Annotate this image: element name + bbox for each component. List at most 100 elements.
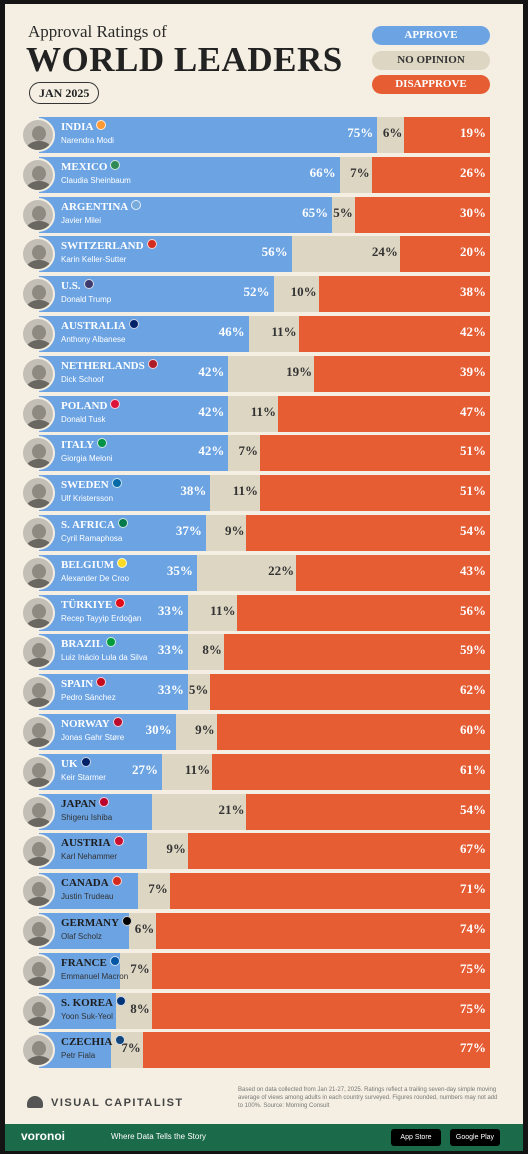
no-opinion-value: 22%	[268, 562, 295, 578]
no-opinion-bar	[205, 515, 247, 551]
flag-icon	[122, 916, 133, 926]
disapprove-value: 43%	[460, 562, 486, 578]
disapprove-value: 51%	[460, 483, 486, 499]
no-opinion-value: 5%	[333, 204, 353, 220]
no-opinion-bar	[187, 594, 238, 631]
country-row: 33% 11% 56% TÜRKIYE Recep Tayyip Erdoğan	[5, 594, 523, 631]
no-opinion-bar	[339, 156, 372, 193]
country-label: BRAZIL	[61, 638, 104, 651]
portrait-body	[26, 698, 52, 708]
portrait-body	[26, 419, 52, 429]
country-row: 17% 8% 75% S. KOREA Yoon Suk-Yeol	[5, 992, 523, 1029]
approve-value: 42%	[198, 403, 225, 419]
portrait-body	[26, 817, 52, 827]
voronoi-logo[interactable]: voronoi	[21, 1129, 65, 1143]
country-label: POLAND	[61, 399, 108, 412]
approve-value: 38%	[180, 483, 207, 499]
flag-icon	[110, 159, 121, 170]
portrait-body	[26, 738, 52, 747]
disapprove-value: 56%	[460, 602, 486, 618]
portrait-head	[32, 404, 46, 420]
no-opinion-bar	[210, 475, 260, 512]
disapprove-value: 74%	[460, 921, 486, 936]
country-label: CZECHIA	[61, 1036, 113, 1049]
leader-photo	[21, 277, 55, 312]
approve-value: 33%	[157, 602, 184, 618]
no-opinion-bar	[162, 753, 213, 790]
disapprove-bar	[371, 156, 490, 193]
leader-photo	[21, 635, 55, 670]
approve-bar	[39, 156, 340, 193]
approve-value: 16%	[81, 1054, 102, 1066]
portrait-head	[32, 484, 46, 500]
leader-name: Olaf Scholz	[61, 932, 102, 941]
country-name: NETHERLANDS	[61, 358, 158, 372]
country-row: 18% 7% 75% FRANCE Emmanuel Macron	[5, 952, 523, 989]
country-label: MEXICO	[61, 160, 108, 173]
country-name: NORWAY	[61, 717, 123, 730]
flag-icon	[97, 438, 108, 449]
google-play-button[interactable]: Google Play	[450, 1129, 500, 1146]
leader-photo	[21, 197, 55, 232]
portrait-body	[26, 340, 52, 349]
no-opinion-value: 7%	[130, 960, 150, 976]
chart-rows: 75% 6% 19% INDIA Narendra Modi 66% 7% 26% MEXICO…	[5, 4, 523, 1104]
approve-bar	[39, 674, 188, 711]
leader-photo	[21, 953, 55, 988]
flag-icon	[111, 876, 122, 887]
portrait-head	[32, 723, 46, 738]
date-badge: JAN 2025	[29, 82, 100, 104]
no-opinion-bar	[175, 714, 217, 750]
infographic-card: Approval Ratings of WORLD LEADERS JAN 20…	[5, 4, 523, 1151]
country-name: FRANCE	[61, 955, 120, 969]
disapprove-bar	[259, 475, 490, 512]
disapprove-bar	[246, 515, 490, 551]
approve-bar	[39, 355, 229, 392]
disapprove-bar	[246, 793, 490, 830]
approve-value: 20%	[99, 935, 120, 946]
portrait-head	[32, 842, 46, 858]
approve-bar	[39, 117, 378, 153]
flag-icon	[112, 717, 123, 727]
leader-name: Shigeru Ishiba	[61, 812, 113, 822]
approve-bar	[39, 793, 152, 830]
approve-value: 42%	[198, 363, 225, 379]
no-opinion-value: 7%	[121, 1040, 141, 1056]
approve-value: 75%	[347, 125, 374, 140]
portrait-head	[32, 882, 46, 898]
approve-bar	[39, 276, 274, 313]
portrait-body	[26, 578, 52, 588]
no-opinion-value: 11%	[271, 324, 297, 339]
country-name: AUSTRIA	[61, 836, 124, 849]
portrait-body	[26, 499, 52, 509]
approve-bar	[39, 435, 229, 472]
country-label: GERMANY	[61, 917, 120, 929]
flag-icon	[111, 478, 122, 489]
approve-value: 42%	[198, 443, 225, 459]
country-label: SWEDEN	[61, 479, 109, 492]
visual-capitalist-label: VISUAL CAPITALIST	[51, 1097, 184, 1109]
portrait-head	[32, 683, 46, 699]
no-opinion-bar	[228, 355, 315, 392]
flag-icon	[96, 677, 107, 688]
disapprove-bar	[223, 634, 490, 671]
leader-photo	[21, 356, 55, 391]
disapprove-value: 26%	[460, 164, 486, 180]
leader-photo	[21, 396, 55, 431]
disapprove-bar	[216, 714, 490, 750]
country-name: ITALY	[61, 438, 108, 451]
country-row: 66% 7% 26% MEXICO Claudia Sheinbaum	[5, 156, 523, 193]
approve-value: 18%	[90, 974, 111, 986]
country-row: 38% 11% 51% SWEDEN Ulf Kristersson	[5, 475, 523, 512]
app-store-button[interactable]: App Store	[391, 1129, 441, 1146]
flag-icon	[99, 796, 110, 807]
disapprove-bar	[298, 316, 490, 352]
no-opinion-value: 11%	[250, 403, 277, 419]
leader-photo	[21, 237, 55, 272]
approve-value: 24%	[117, 855, 138, 867]
leader-photo	[21, 317, 55, 351]
leader-photo	[21, 118, 55, 152]
no-opinion-value: 5%	[188, 682, 209, 698]
leader-photo	[21, 675, 55, 710]
country-label: AUSTRIA	[61, 837, 111, 850]
